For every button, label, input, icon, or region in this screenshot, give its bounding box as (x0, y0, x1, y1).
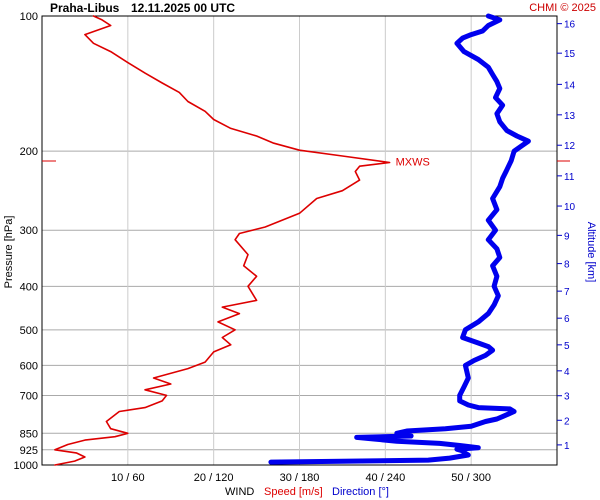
altitude-tick-label: 11 (564, 172, 575, 183)
altitude-tick-label: 5 (564, 341, 570, 352)
wind-tick-label: 50 / 300 (451, 472, 491, 484)
pressure-tick-label: 600 (20, 360, 38, 372)
direction-label: Direction [°] (332, 486, 389, 498)
altitude-tick-label: 3 (564, 392, 570, 403)
station-title: Praha-Libus (50, 1, 120, 15)
series-group (54, 13, 531, 466)
wind-tick-label: 30 / 180 (280, 472, 320, 484)
altitude-tick-label: 1 (564, 441, 570, 452)
speed-series-line (54, 15, 391, 466)
pressure-tick-label: 700 (20, 390, 38, 402)
altitude-tick-label: 12 (564, 141, 576, 152)
pressure-axis-label: Pressure [hPa] (3, 216, 15, 289)
direction-series-line (268, 13, 531, 465)
altitude-tick-label: 13 (564, 111, 576, 122)
wind-tick-label: 10 / 60 (111, 472, 145, 484)
pressure-tick-label: 1000 (14, 460, 38, 472)
pressure-tick-label: 300 (20, 225, 38, 237)
altitude-tick-label: 7 (564, 287, 570, 298)
datetime-title: 12.11.2025 00 UTC (131, 1, 235, 15)
plot-frame (41, 15, 558, 466)
altitude-tick-label: 2 (564, 416, 570, 427)
altitude-tick-label: 16 (564, 20, 576, 31)
copyright: CHMI © 2025 (529, 2, 596, 14)
wind-tick-label: 20 / 120 (194, 472, 234, 484)
pressure-tick-label: 850 (20, 428, 38, 440)
mxws-annotation: MXWS (396, 157, 430, 169)
altitude-tick-label: 9 (564, 231, 570, 242)
wind-tick-label: 40 / 240 (365, 472, 405, 484)
pressure-tick-label: 400 (20, 281, 38, 293)
speed-label: Speed [m/s] (264, 486, 323, 498)
pressure-tick-label: 100 (20, 11, 38, 23)
altitude-tick-label: 4 (564, 367, 570, 378)
pressure-axis: 100 200 300 400 500 600 700 850 925 1000 (14, 11, 38, 472)
altitude-tick-label: 14 (564, 80, 576, 91)
pressure-tick-label: 500 (20, 325, 38, 337)
altitude-axis-label: Altitude [km] (585, 222, 597, 283)
altitude-tick-label: 8 (564, 260, 570, 271)
wind-label: WIND (225, 486, 254, 498)
wind-axis: 10 / 60 20 / 120 30 / 180 40 / 240 50 / 300 (111, 472, 491, 484)
altitude-tick-label: 10 (564, 202, 576, 213)
pressure-tick-label: 925 (20, 445, 38, 457)
altitude-tick-label: 6 (564, 314, 570, 325)
pressure-tick-label: 200 (20, 146, 38, 158)
grid (42, 15, 557, 466)
altitude-tick-label: 15 (564, 49, 576, 60)
